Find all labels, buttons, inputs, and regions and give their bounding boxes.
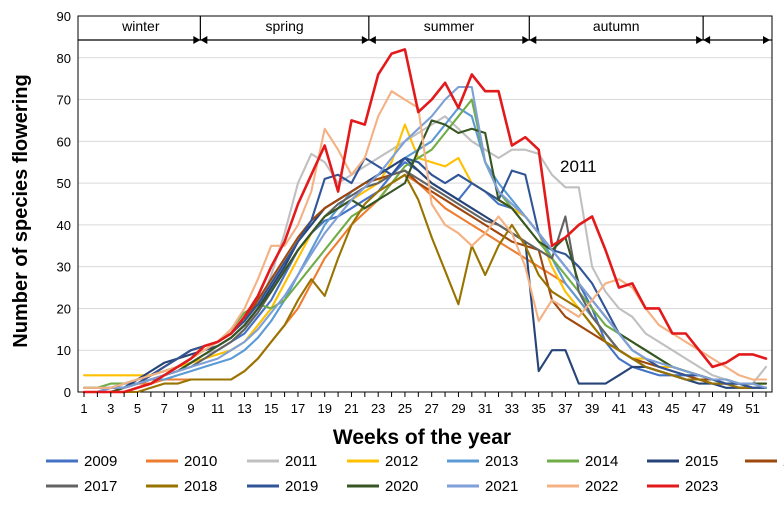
x-axis-title: Weeks of the year bbox=[333, 426, 511, 449]
legend-label-2017: 2017 bbox=[84, 478, 117, 495]
x-tick-51: 51 bbox=[745, 401, 759, 416]
x-tick-labels: 1 3 5 7 9 11 13 15 17 19 21 23 25 27 29 31 33 35 37 39 41 43 4… bbox=[80, 392, 767, 416]
legend-label-2013: 2013 bbox=[485, 453, 518, 470]
x-tick-25: 25 bbox=[398, 401, 412, 416]
legend-label-2015: 2015 bbox=[685, 453, 718, 470]
legend-label-2021: 2021 bbox=[485, 478, 518, 495]
season-arrow-right-4 bbox=[762, 36, 770, 44]
y-tick-labels: 0 10 20 30 40 50 60 70 80 90 bbox=[57, 9, 71, 400]
x-tick-5: 5 bbox=[134, 401, 141, 416]
x-tick-43: 43 bbox=[638, 401, 652, 416]
series-line-2020 bbox=[82, 119, 768, 394]
legend: 2009201020112012201320142015201620172018… bbox=[46, 453, 784, 495]
annotation-2011: 2011 bbox=[560, 157, 597, 176]
x-tick-39: 39 bbox=[585, 401, 599, 416]
y-tick-30: 30 bbox=[57, 260, 71, 275]
x-tick-29: 29 bbox=[451, 401, 465, 416]
y-tick-10: 10 bbox=[57, 343, 71, 358]
x-tick-31: 31 bbox=[478, 401, 492, 416]
y-tick-80: 80 bbox=[57, 51, 71, 66]
season-label-autumn: autumn bbox=[593, 18, 640, 34]
x-tick-27: 27 bbox=[424, 401, 438, 416]
season-arrow-right-3 bbox=[696, 36, 704, 44]
x-tick-19: 19 bbox=[317, 401, 331, 416]
series-line-2022 bbox=[82, 90, 768, 389]
x-tick-35: 35 bbox=[531, 401, 545, 416]
legend-label-2020: 2020 bbox=[385, 478, 418, 495]
series-line-2015 bbox=[82, 156, 768, 394]
x-tick-13: 13 bbox=[237, 401, 251, 416]
y-tick-20: 20 bbox=[57, 301, 71, 316]
legend-label-2019: 2019 bbox=[285, 478, 318, 495]
season-arrow-left-2 bbox=[368, 36, 376, 44]
y-tick-60: 60 bbox=[57, 134, 71, 149]
x-tick-47: 47 bbox=[692, 401, 706, 416]
x-tick-41: 41 bbox=[612, 401, 626, 416]
season-arrow-right-1 bbox=[361, 36, 369, 44]
x-tick-9: 9 bbox=[187, 401, 194, 416]
legend-label-2023: 2023 bbox=[685, 478, 718, 495]
season-arrow-right-2 bbox=[522, 36, 530, 44]
series-lines bbox=[82, 48, 768, 394]
x-tick-3: 3 bbox=[107, 401, 114, 416]
x-tick-33: 33 bbox=[505, 401, 519, 416]
legend-label-2012: 2012 bbox=[385, 453, 418, 470]
season-label-summer: summer bbox=[424, 18, 475, 34]
x-tick-11: 11 bbox=[211, 401, 225, 416]
plot-frame bbox=[77, 15, 773, 393]
legend-label-2009: 2009 bbox=[84, 453, 117, 470]
season-label-winter: winter bbox=[121, 18, 160, 34]
series-line-2021 bbox=[82, 85, 768, 394]
season-arrow-left-4 bbox=[703, 36, 711, 44]
legend-label-2010: 2010 bbox=[184, 453, 217, 470]
x-tick-49: 49 bbox=[719, 401, 733, 416]
y-axis-title: Number of species flowering bbox=[10, 74, 32, 347]
season-bar: winter spring summer autumn bbox=[78, 16, 772, 44]
series-line-2023 bbox=[82, 48, 768, 394]
season-arrow-right-0 bbox=[193, 36, 201, 44]
season-arrow-left-3 bbox=[529, 36, 537, 44]
x-tick-17: 17 bbox=[291, 401, 305, 416]
y-tick-40: 40 bbox=[57, 218, 71, 233]
x-tick-23: 23 bbox=[371, 401, 385, 416]
series-line-2016 bbox=[82, 169, 768, 394]
legend-label-2022: 2022 bbox=[585, 478, 618, 495]
x-tick-15: 15 bbox=[264, 401, 278, 416]
legend-label-2014: 2014 bbox=[585, 453, 618, 470]
series-line-2017 bbox=[82, 169, 768, 394]
x-tick-45: 45 bbox=[665, 401, 679, 416]
x-tick-7: 7 bbox=[161, 401, 168, 416]
y-tick-50: 50 bbox=[57, 176, 71, 191]
series-line-2019 bbox=[82, 156, 768, 394]
series-line-2018 bbox=[82, 173, 768, 394]
legend-label-2018: 2018 bbox=[184, 478, 217, 495]
season-label-spring: spring bbox=[266, 18, 304, 34]
series-line-2010 bbox=[82, 173, 768, 394]
x-tick-1: 1 bbox=[80, 401, 87, 416]
y-tick-0: 0 bbox=[64, 385, 71, 400]
y-tick-70: 70 bbox=[57, 93, 71, 108]
legend-label-2011: 2011 bbox=[285, 453, 317, 470]
x-tick-37: 37 bbox=[558, 401, 572, 416]
y-tick-90: 90 bbox=[57, 9, 71, 24]
season-arrow-left-1 bbox=[200, 36, 208, 44]
x-tick-21: 21 bbox=[344, 401, 358, 416]
